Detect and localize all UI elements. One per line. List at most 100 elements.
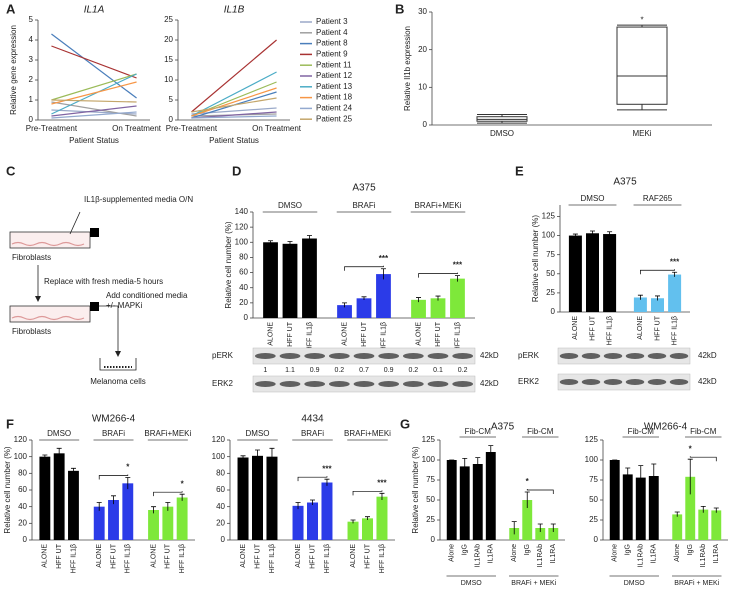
blot-band [304, 353, 326, 359]
error-bar [151, 506, 157, 514]
legend-label: Patient 9 [316, 50, 348, 59]
error-bar [306, 235, 312, 242]
blot-band [452, 381, 474, 387]
y-tick-label: 125 [585, 435, 599, 444]
error-bar [416, 297, 422, 303]
blot-band [669, 353, 689, 359]
x-tick-label: HFF IL1β [179, 544, 186, 573]
x-tick-label: HFF IL1β [125, 544, 132, 573]
y-tick-label: 120 [235, 222, 249, 231]
chart-title: IL1A [84, 5, 105, 16]
legend-label: Patient 13 [316, 82, 353, 91]
diagram: IL1β-supplemented media O/N Fibroblasts … [9, 195, 193, 386]
y-tick-label: 125 [542, 212, 556, 221]
x-tick-label: IL1RA [550, 544, 557, 564]
blot-band [254, 353, 276, 359]
y-tick-label: 0 [244, 313, 249, 322]
blot-strip [557, 347, 691, 365]
arrow [99, 305, 119, 355]
blot-band [353, 381, 375, 387]
blot-band [378, 353, 400, 359]
y-tick-label: 100 [542, 231, 556, 240]
blot-quantification: 0.2 [408, 367, 418, 374]
y-axis-label: Relative cell number (%) [3, 446, 12, 533]
series-line [51, 105, 137, 117]
y-tick-label: 75 [546, 250, 555, 259]
blot-band [378, 381, 400, 387]
error-bar [454, 275, 460, 282]
blot-band [279, 381, 301, 387]
series-line [51, 99, 137, 103]
x-tick-label: HFF UT [110, 543, 117, 569]
x-tick-label: ALONE [150, 544, 157, 568]
y-tick-label: 25 [164, 15, 173, 24]
error-bar [638, 465, 644, 490]
series-line [191, 97, 277, 113]
y-axis-label: Relative cell number (%) [224, 221, 233, 308]
error-bar [342, 302, 348, 308]
x-tick-label: IgG [687, 544, 694, 555]
bar [68, 470, 79, 540]
y-tick-label: 40 [18, 502, 27, 511]
error-bar [590, 230, 595, 236]
blot-quantification: 0.2 [334, 367, 344, 374]
x-tick-label: HFF UT [254, 543, 261, 569]
error-bar [379, 492, 385, 500]
group-label: RAF265 [643, 194, 673, 203]
blot-band [254, 381, 276, 387]
significance-bracket [153, 491, 183, 497]
bar [237, 457, 249, 540]
error-bar [350, 519, 356, 524]
significance-bracket [344, 265, 384, 271]
y-axis-label: Relative cell number (%) [411, 446, 420, 533]
x-tick-label: ALONE [42, 544, 49, 568]
panel-label: G [400, 416, 410, 431]
y-tick-label: 75 [426, 475, 435, 484]
group-label: BRAFi + MEKi [511, 580, 556, 587]
error-bar [310, 499, 315, 505]
y-tick-label: 0 [551, 307, 556, 316]
y-tick-label: 0 [23, 535, 28, 544]
bar [376, 274, 391, 318]
step-text: +/- MAPKi [106, 301, 142, 310]
x-tick-label: ALONE [350, 544, 357, 568]
bar [648, 476, 659, 540]
significance: * [126, 463, 130, 472]
x-tick-label: HFF IL1β [324, 544, 331, 573]
chart-title: WM266-4 [92, 414, 136, 425]
bar [176, 497, 188, 540]
significance-bracket [297, 476, 328, 482]
x-tick-label: Pre-Treatment [26, 124, 78, 133]
error-bar [269, 447, 275, 465]
blot-size: 42kD [480, 379, 499, 388]
bar [263, 242, 278, 318]
bar [266, 456, 278, 540]
x-tick-label: DMSO [490, 129, 514, 138]
blot-quantification: 0.9 [384, 367, 394, 374]
y-tick-label: 75 [589, 475, 598, 484]
legend-label: Patient 8 [316, 39, 348, 48]
y-tick-label: 20 [164, 35, 173, 44]
group-label: DMSO [624, 580, 646, 587]
bar [609, 460, 620, 540]
chart-title: A375 [613, 177, 637, 188]
significance: * [689, 444, 693, 453]
dish [9, 231, 91, 249]
panel-label: C [6, 163, 16, 178]
error-bar [435, 295, 441, 301]
y-tick-label: 120 [14, 435, 28, 444]
blot-band [647, 379, 667, 385]
error-bar [462, 458, 468, 475]
blot-band [427, 381, 449, 387]
significance: *** [453, 261, 463, 270]
legend-label: Patient 25 [316, 114, 353, 123]
x-tick-label: On Treatment [252, 124, 302, 133]
y-axis-label: Relative Il1b expression [403, 26, 412, 111]
y-tick-label: 20 [18, 518, 27, 527]
significance-bracket [689, 456, 717, 462]
cells-text: Fibroblasts [12, 327, 51, 336]
x-tick-label: HFF IL1β [379, 544, 386, 573]
x-tick-label: HFF IL1β [269, 544, 276, 573]
bar [535, 528, 546, 540]
y-tick-label: 60 [239, 268, 248, 277]
